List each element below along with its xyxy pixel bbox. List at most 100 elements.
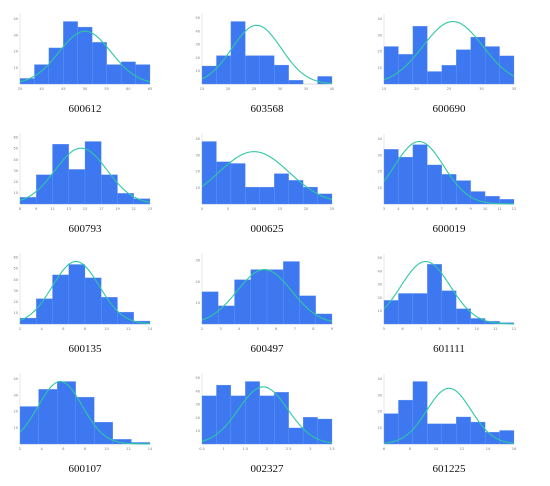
y-tick-label: 40 [378, 269, 382, 273]
histogram-bar [412, 293, 428, 325]
histogram-panel: 2 4 6 8 10 12 14 10 20 30 40 600107 [14, 374, 153, 475]
y-tick-label: 60 [14, 256, 18, 260]
x-tick-label: 35 [512, 87, 516, 91]
chart-caption: 600793 [69, 223, 103, 235]
histogram-bar [288, 427, 304, 445]
x-tick-label: 3 [383, 207, 385, 211]
y-tick-label: 30 [196, 403, 200, 407]
histogram-bar [441, 65, 457, 85]
histogram-panel: 2 4 6 8 10 12 14 10 20 30 40 50 60 600135 [14, 254, 153, 355]
x-tick-label: 10 [483, 207, 487, 211]
x-tick-label: 20 [414, 87, 418, 91]
x-tick-label: 16 [512, 447, 516, 451]
x-tick-label: 2 [266, 447, 268, 451]
histogram-bar [259, 395, 275, 445]
y-tick-label: 20 [196, 56, 200, 60]
y-tick-label: 10 [378, 309, 382, 313]
x-tick-label: 0.5 [199, 447, 205, 451]
chart-caption: 600497 [251, 343, 285, 355]
x-tick-label: 12 [512, 207, 516, 211]
y-tick-label: 20 [14, 180, 18, 184]
x-tick-label: 8 [19, 207, 21, 211]
y-tick-label: 20 [378, 410, 382, 414]
histogram-bar [259, 55, 275, 85]
histogram-bar [470, 36, 486, 85]
histogram-bar [92, 42, 107, 85]
histogram-bar [441, 174, 457, 205]
normal-curve [19, 30, 151, 83]
x-tick-label: 25 [252, 87, 256, 91]
y-tick-label: 40 [14, 278, 18, 282]
histogram-panel: 5 6 7 8 9 10 11 12 10 20 30 40 50 601111 [378, 254, 516, 355]
histogram-bar [63, 21, 78, 85]
normal-curve [19, 147, 151, 203]
x-tick-label: 30 [278, 87, 282, 91]
x-tick-label: 6 [401, 327, 403, 331]
x-tick-label: 10 [252, 207, 256, 211]
histogram-bar [274, 64, 289, 85]
normal-curve [19, 260, 151, 325]
histogram-bar [299, 295, 316, 325]
x-tick-label: 15 [382, 87, 386, 91]
x-tick-label: 8 [455, 207, 457, 211]
y-tick-label: 30 [378, 393, 382, 397]
x-tick-label: 15 [200, 87, 204, 91]
normal-curve [383, 260, 515, 325]
histogram-bar [398, 54, 414, 85]
chart-caption: 600107 [69, 463, 103, 475]
histogram-bar [106, 64, 122, 85]
y-tick-label: 40 [196, 389, 200, 393]
x-tick-label: 65 [148, 87, 152, 91]
x-tick-label: 4 [41, 447, 44, 451]
histogram-panel: 6 8 10 12 14 16 10 20 30 40 601225 [378, 374, 516, 475]
histogram-panel: 15 20 25 30 35 10 20 30 40 600690 [378, 14, 516, 115]
y-tick-label: 50 [378, 256, 382, 260]
histogram-bar [230, 163, 246, 205]
histogram-panel: 8 9 11 13 15 17 19 21 23 10 20 30 40 50 60 600793 [14, 134, 152, 235]
x-tick-label: 23 [148, 207, 152, 211]
histogram-bar [75, 396, 95, 445]
y-tick-label: 30 [378, 153, 382, 157]
x-tick-label: 6 [426, 207, 428, 211]
y-tick-label: 20 [196, 280, 200, 284]
histogram-bar [456, 308, 471, 325]
histogram-panel: 25 40 45 50 55 60 65 10 20 30 40 600612 [14, 14, 152, 115]
y-tick-label: 30 [196, 259, 200, 263]
histogram-bar [19, 197, 37, 205]
x-tick-label: 40 [330, 87, 334, 91]
histogram-bar [48, 47, 64, 85]
chart-caption: 002327 [251, 463, 285, 475]
y-tick-label: 30 [14, 33, 18, 37]
x-tick-label: 11 [493, 327, 497, 331]
y-tick-label: 30 [14, 289, 18, 293]
histogram-bar [499, 430, 515, 445]
histogram-bar [245, 381, 260, 445]
x-tick-label: 15 [278, 207, 282, 211]
x-tick-label: 17 [99, 207, 103, 211]
x-tick-label: 20 [304, 207, 308, 211]
histogram-bar [456, 180, 471, 205]
histogram-bar [412, 381, 428, 445]
x-tick-label: 5 [257, 327, 259, 331]
y-tick-label: 10 [378, 186, 382, 190]
x-tick-label: 25 [330, 207, 334, 211]
chart-caption: 600135 [69, 343, 103, 355]
y-tick-label: 10 [378, 426, 382, 430]
x-tick-label: 55 [104, 87, 108, 91]
y-tick-label: 20 [14, 50, 18, 54]
histogram-bar [38, 389, 58, 445]
y-tick-label: 30 [14, 169, 18, 173]
histogram-bar [398, 293, 414, 325]
y-tick-label: 50 [196, 16, 200, 20]
histogram-bar [259, 186, 275, 205]
y-tick-label: 40 [196, 137, 200, 141]
histogram-bar [19, 406, 39, 445]
y-tick-label: 30 [196, 43, 200, 47]
histogram-bar [427, 71, 442, 85]
x-tick-label: 8 [84, 327, 86, 331]
histogram-bar [68, 169, 86, 205]
normal-curve [201, 151, 333, 201]
chart-caption: 600690 [433, 103, 467, 115]
x-tick-label: 7 [294, 327, 296, 331]
